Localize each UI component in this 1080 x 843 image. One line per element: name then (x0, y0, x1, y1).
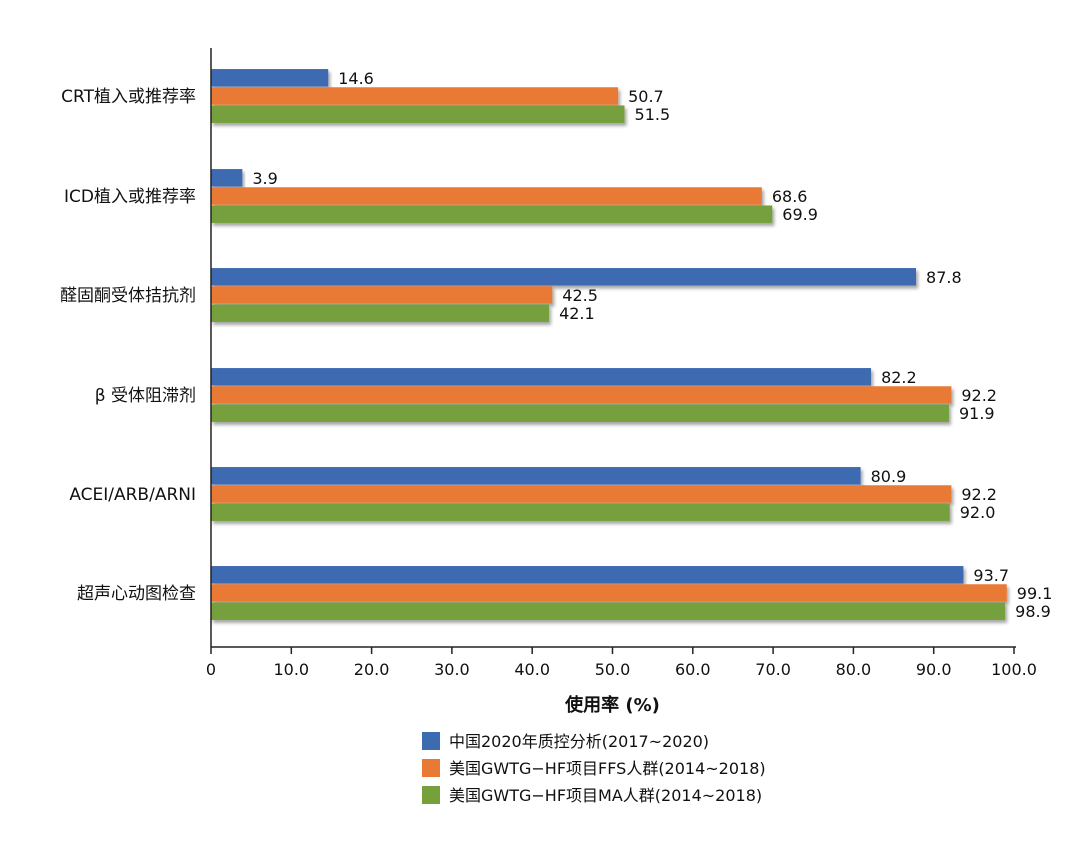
bar-3-3 (211, 304, 550, 322)
legend-label: 中国2020年质控分析(2017~2020) (449, 732, 709, 751)
legend: 中国2020年质控分析(2017~2020) 美国GWTG−HF项目FFS人群(2… (422, 732, 766, 805)
category-label: ICD植入或推荐率 (64, 187, 196, 207)
labels-layer: 14.6 50.751.5 CRT植入或推荐率 3.9 68.669.9 ICD植入或推荐… (60, 69, 1052, 716)
bar-3-5 (211, 503, 950, 521)
value-label: 92.0 (960, 503, 996, 522)
bars-layer (211, 69, 1007, 620)
x-axis-title: 使用率 (%) (564, 694, 660, 716)
category-label: ACEI/ARB/ARNI (69, 485, 196, 505)
value-label: 82.2 (881, 368, 917, 387)
bar-3-1 (211, 105, 625, 123)
value-label: 93.7 (973, 566, 1009, 585)
bar-3-2 (211, 205, 773, 223)
legend-label: 美国GWTG−HF项目MA人群(2014~2018) (449, 786, 762, 805)
bar-1-2 (211, 169, 243, 187)
bar-3-6 (211, 602, 1006, 620)
legend-label: 美国GWTG−HF项目FFS人群(2014~2018) (449, 759, 766, 778)
value-label: 42.1 (559, 304, 595, 323)
value-label: 51.5 (635, 105, 671, 124)
value-label: 68.6 (772, 187, 808, 206)
value-label: 99.1 (1017, 584, 1053, 603)
x-tick-label: 70.0 (755, 660, 791, 679)
value-label: 69.9 (782, 205, 818, 224)
bar-2-2 (211, 187, 762, 205)
value-label: 92.2 (961, 386, 997, 405)
legend-swatch (422, 732, 440, 750)
value-label: 87.8 (926, 268, 962, 287)
category-label: 醛固酮受体拮抗剂 (60, 286, 196, 306)
x-tick-label: 90.0 (916, 660, 952, 679)
value-label: 98.9 (1015, 602, 1051, 621)
legend-swatch (422, 759, 440, 777)
bar-1-1 (211, 69, 329, 87)
value-label: 80.9 (871, 467, 907, 486)
bar-1-5 (211, 467, 861, 485)
value-label: 92.2 (961, 485, 997, 504)
bar-3-4 (211, 404, 949, 422)
value-label: 14.6 (338, 69, 374, 88)
x-tick-label: 60.0 (675, 660, 711, 679)
x-tick-label: 10.0 (273, 660, 309, 679)
value-label: 50.7 (628, 87, 664, 106)
value-label: 3.9 (252, 169, 277, 188)
bar-2-1 (211, 87, 619, 105)
category-label: β 受体阻滞剂 (95, 386, 196, 406)
bar-1-4 (211, 368, 872, 386)
x-tick-label: 0 (206, 660, 216, 679)
legend-swatch (422, 786, 440, 804)
bar-1-6 (211, 566, 964, 584)
x-tick-label: 30.0 (434, 660, 470, 679)
x-tick-label: 40.0 (514, 660, 550, 679)
value-label: 42.5 (562, 286, 598, 305)
bar-2-3 (211, 286, 553, 304)
x-tick-label: 20.0 (354, 660, 390, 679)
axes-layer (210, 48, 1016, 654)
category-label: CRT植入或推荐率 (61, 87, 196, 107)
bar-2-6 (211, 584, 1007, 602)
category-label: 超声心动图检查 (77, 584, 196, 604)
bar-1-3 (211, 268, 917, 286)
bar-2-4 (211, 386, 952, 404)
x-tick-label: 80.0 (836, 660, 872, 679)
x-tick-label: 100.0 (991, 660, 1037, 679)
x-tick-label: 50.0 (595, 660, 631, 679)
bar-2-5 (211, 485, 952, 503)
value-label: 91.9 (959, 404, 995, 423)
